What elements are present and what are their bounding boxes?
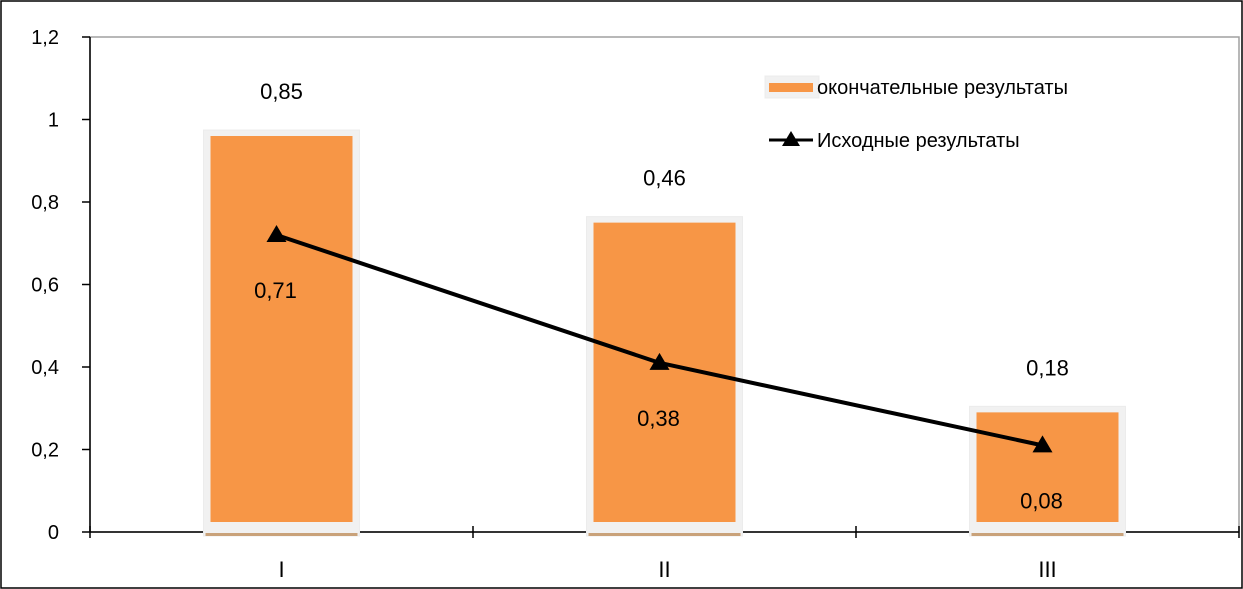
legend-line-marker [782, 131, 800, 146]
x-category-label: II [658, 557, 670, 582]
line-marker [649, 352, 670, 370]
legend-line-label: Исходные результаты [817, 130, 1020, 152]
bar-data-label: 0,85 [260, 79, 303, 104]
y-tick-label: 0,2 [31, 440, 59, 462]
legend: окончательные результаты Исходные резуль… [764, 75, 1068, 152]
x-category-label: III [1038, 557, 1056, 582]
bar-series [203, 129, 1126, 537]
legend-bar-label: окончательные результаты [817, 77, 1068, 99]
y-tick-label: 1,2 [31, 27, 59, 49]
line-series [266, 225, 1053, 453]
line-marker [1032, 435, 1053, 453]
line-data-label: 0,08 [1020, 488, 1063, 513]
y-axis: 0 0,2 0,4 0,6 0,8 1 1,2 [31, 27, 91, 544]
y-tick-label: 0,8 [31, 192, 59, 214]
y-tick-label: 0,6 [31, 275, 59, 297]
line-marker [266, 225, 287, 242]
bar-edge [205, 533, 358, 536]
x-category-label: I [278, 557, 284, 582]
y-tick-label: 1 [48, 110, 59, 132]
y-tick-label: 0,4 [31, 357, 59, 379]
bar [976, 412, 1119, 522]
line-data-label: 0,71 [254, 278, 297, 303]
y-tick-label: 0 [48, 522, 59, 544]
bar [593, 222, 736, 522]
bar-data-label: 0,18 [1026, 355, 1069, 380]
bar [210, 136, 353, 522]
bar-edge [588, 533, 741, 536]
bar-data-label: 0,46 [643, 166, 686, 191]
line-data-label: 0,38 [637, 406, 680, 431]
bar-edge [971, 533, 1124, 536]
legend-bar-swatch [769, 83, 813, 92]
data-labels: 0,85 0,46 0,18 0,71 0,38 0,08 [254, 79, 1069, 513]
